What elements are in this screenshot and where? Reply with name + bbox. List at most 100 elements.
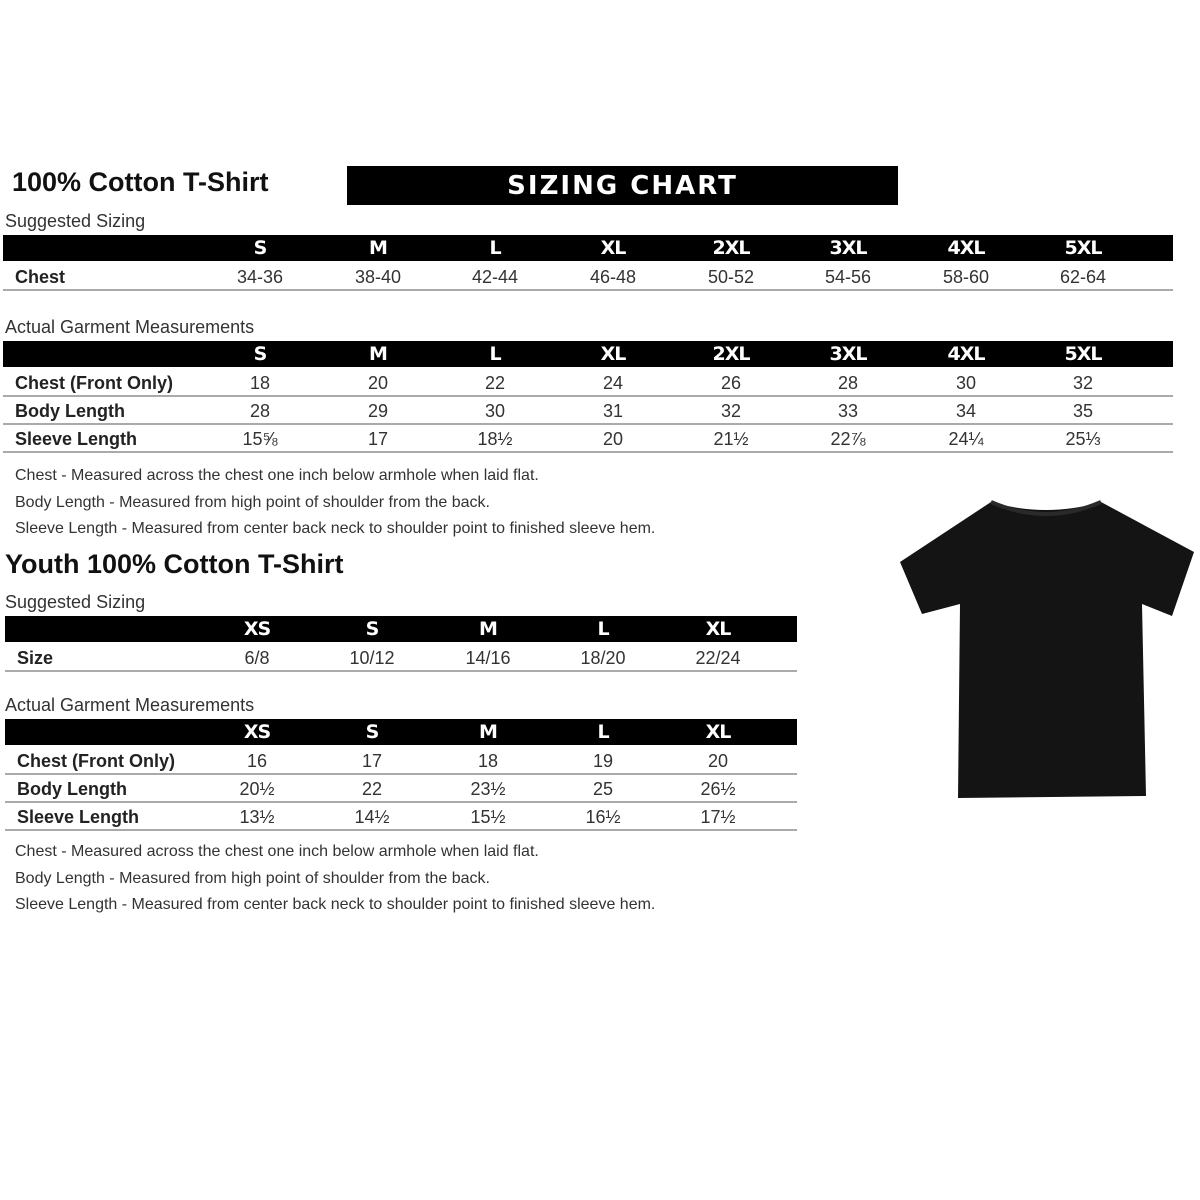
youth-notes: Chest - Measured across the chest one in… [15,843,655,923]
measurement-note: Sleeve Length - Measured from center bac… [15,520,656,537]
table-cell: 22 [484,373,506,393]
table-cell: 26½ [700,779,736,799]
t-shirt-icon [900,500,1194,798]
row-label: Sleeve Length [15,429,138,449]
sizing-chart-banner: SIZING CHART [347,166,898,205]
table-cell: 16½ [585,807,621,827]
size-header-s: S [253,343,268,365]
table-cell: 33 [837,401,859,421]
table-cell: 19 [592,751,614,771]
table-row: Size 6/8 10/12 14/16 18/20 22/24 [5,644,797,672]
size-header-m: M [479,721,498,743]
table-cell: 30 [484,401,506,421]
table-cell: 15½ [470,807,506,827]
table-cell: 50-52 [707,267,755,287]
size-header-l: L [489,237,501,259]
measurement-note: Body Length - Measured from high point o… [15,869,490,887]
adult-notes: Chest - Measured across the chest one in… [15,467,655,547]
size-header-4xl: 4XL [947,237,986,259]
table-cell: 21½ [713,429,749,449]
table-cell: 46-48 [589,267,637,287]
table-cell: 28 [837,373,859,393]
table-row: Body Length 20½ 22 23½ 25 26½ [5,775,797,803]
adult-suggested-label: Suggested Sizing [5,211,146,231]
table-cell: 20½ [239,779,275,799]
size-header-row: XS S M L XL [5,719,797,745]
size-header-2xl: 2XL [712,343,751,365]
size-header-xl: XL [600,237,627,259]
table-cell: 26 [720,373,742,393]
table-cell: 32 [1072,373,1094,393]
size-header-l: L [597,618,609,640]
table-row: Sleeve Length 13½ 14½ 15½ 16½ 17½ [5,803,797,831]
adult-actual-label: Actual Garment Measurements [5,317,255,337]
youth-suggested-label: Suggested Sizing [5,592,146,612]
size-header-m: M [369,237,388,259]
adult-title: 100% Cotton T-Shirt [12,167,269,197]
youth-actual-label: Actual Garment Measurements [5,695,255,715]
table-cell: 20 [367,373,389,393]
measurement-note: Chest - Measured across the chest one in… [15,467,539,484]
table-cell: 30 [955,373,977,393]
table-cell: 17 [367,429,389,449]
youth-actual-table: XS S M L XL Chest (Front Only) 16 17 18 19 20 Body … [5,719,797,831]
size-header-xl: XL [705,721,732,743]
table-cell: 15⅝ [242,429,278,449]
table-cell: 18 [477,751,499,771]
table-cell: 18½ [477,429,513,449]
row-label: Chest (Front Only) [17,751,175,771]
size-header-5xl: 5XL [1064,237,1103,259]
table-cell: 20 [707,751,729,771]
table-cell: 32 [720,401,742,421]
table-cell: 18/20 [580,648,626,668]
row-label: Body Length [15,401,125,421]
table-cell: 24¼ [948,429,984,449]
size-header-row: S M L XL 2XL 3XL 4XL 5XL [3,235,1173,261]
table-cell: 17½ [700,807,736,827]
table-cell: 34-36 [236,267,284,287]
size-header-l: L [597,721,609,743]
table-cell: 58-60 [942,267,990,287]
size-header-3xl: 3XL [829,237,868,259]
size-header-2xl: 2XL [712,237,751,259]
table-cell: 20 [602,429,624,449]
table-cell: 6/8 [244,648,270,668]
table-row: Chest 34-36 38-40 42-44 46-48 50-52 54-56 58-60… [3,263,1173,291]
table-cell: 28 [249,401,271,421]
table-cell: 25⅓ [1065,429,1101,449]
table-cell: 22/24 [695,648,741,668]
table-row: Sleeve Length 15⅝ 17 18½ 20 21½ 22⅞ 24¼ 25⅓ [3,425,1173,453]
table-cell: 29 [367,401,389,421]
row-label: Chest [15,267,66,287]
measurement-note: Body Length - Measured from high point o… [15,493,490,511]
row-label: Body Length [17,779,127,799]
table-cell: 16 [246,751,268,771]
size-header-s: S [365,721,380,743]
table-cell: 22⅞ [830,429,866,449]
size-header-row: S M L XL 2XL 3XL 4XL 5XL [3,341,1173,367]
table-cell: 35 [1072,401,1094,421]
table-cell: 34 [955,401,977,421]
size-header-3xl: 3XL [829,343,868,365]
table-cell: 54-56 [824,267,872,287]
table-cell: 42-44 [471,267,519,287]
size-header-m: M [479,618,498,640]
table-cell: 23½ [470,779,506,799]
table-cell: 62-64 [1059,267,1107,287]
table-cell: 24 [602,373,624,393]
row-label: Sleeve Length [17,807,140,827]
size-header-row: XS S M L XL [5,616,797,642]
size-header-s: S [365,618,380,640]
size-header-l: L [489,343,501,365]
table-cell: 17 [361,751,383,771]
size-header-xl: XL [705,618,732,640]
table-cell: 22 [361,779,383,799]
size-header-5xl: 5XL [1064,343,1103,365]
size-header-s: S [253,237,268,259]
row-label: Chest (Front Only) [15,373,173,393]
table-cell: 18 [249,373,271,393]
table-cell: 31 [602,401,624,421]
table-cell: 14/16 [465,648,511,668]
adult-suggested-table: S M L XL 2XL 3XL 4XL 5XL Chest 34-36 38-40 42-44 46-… [3,235,1173,295]
table-row: Chest (Front Only) 16 17 18 19 20 [5,747,797,775]
